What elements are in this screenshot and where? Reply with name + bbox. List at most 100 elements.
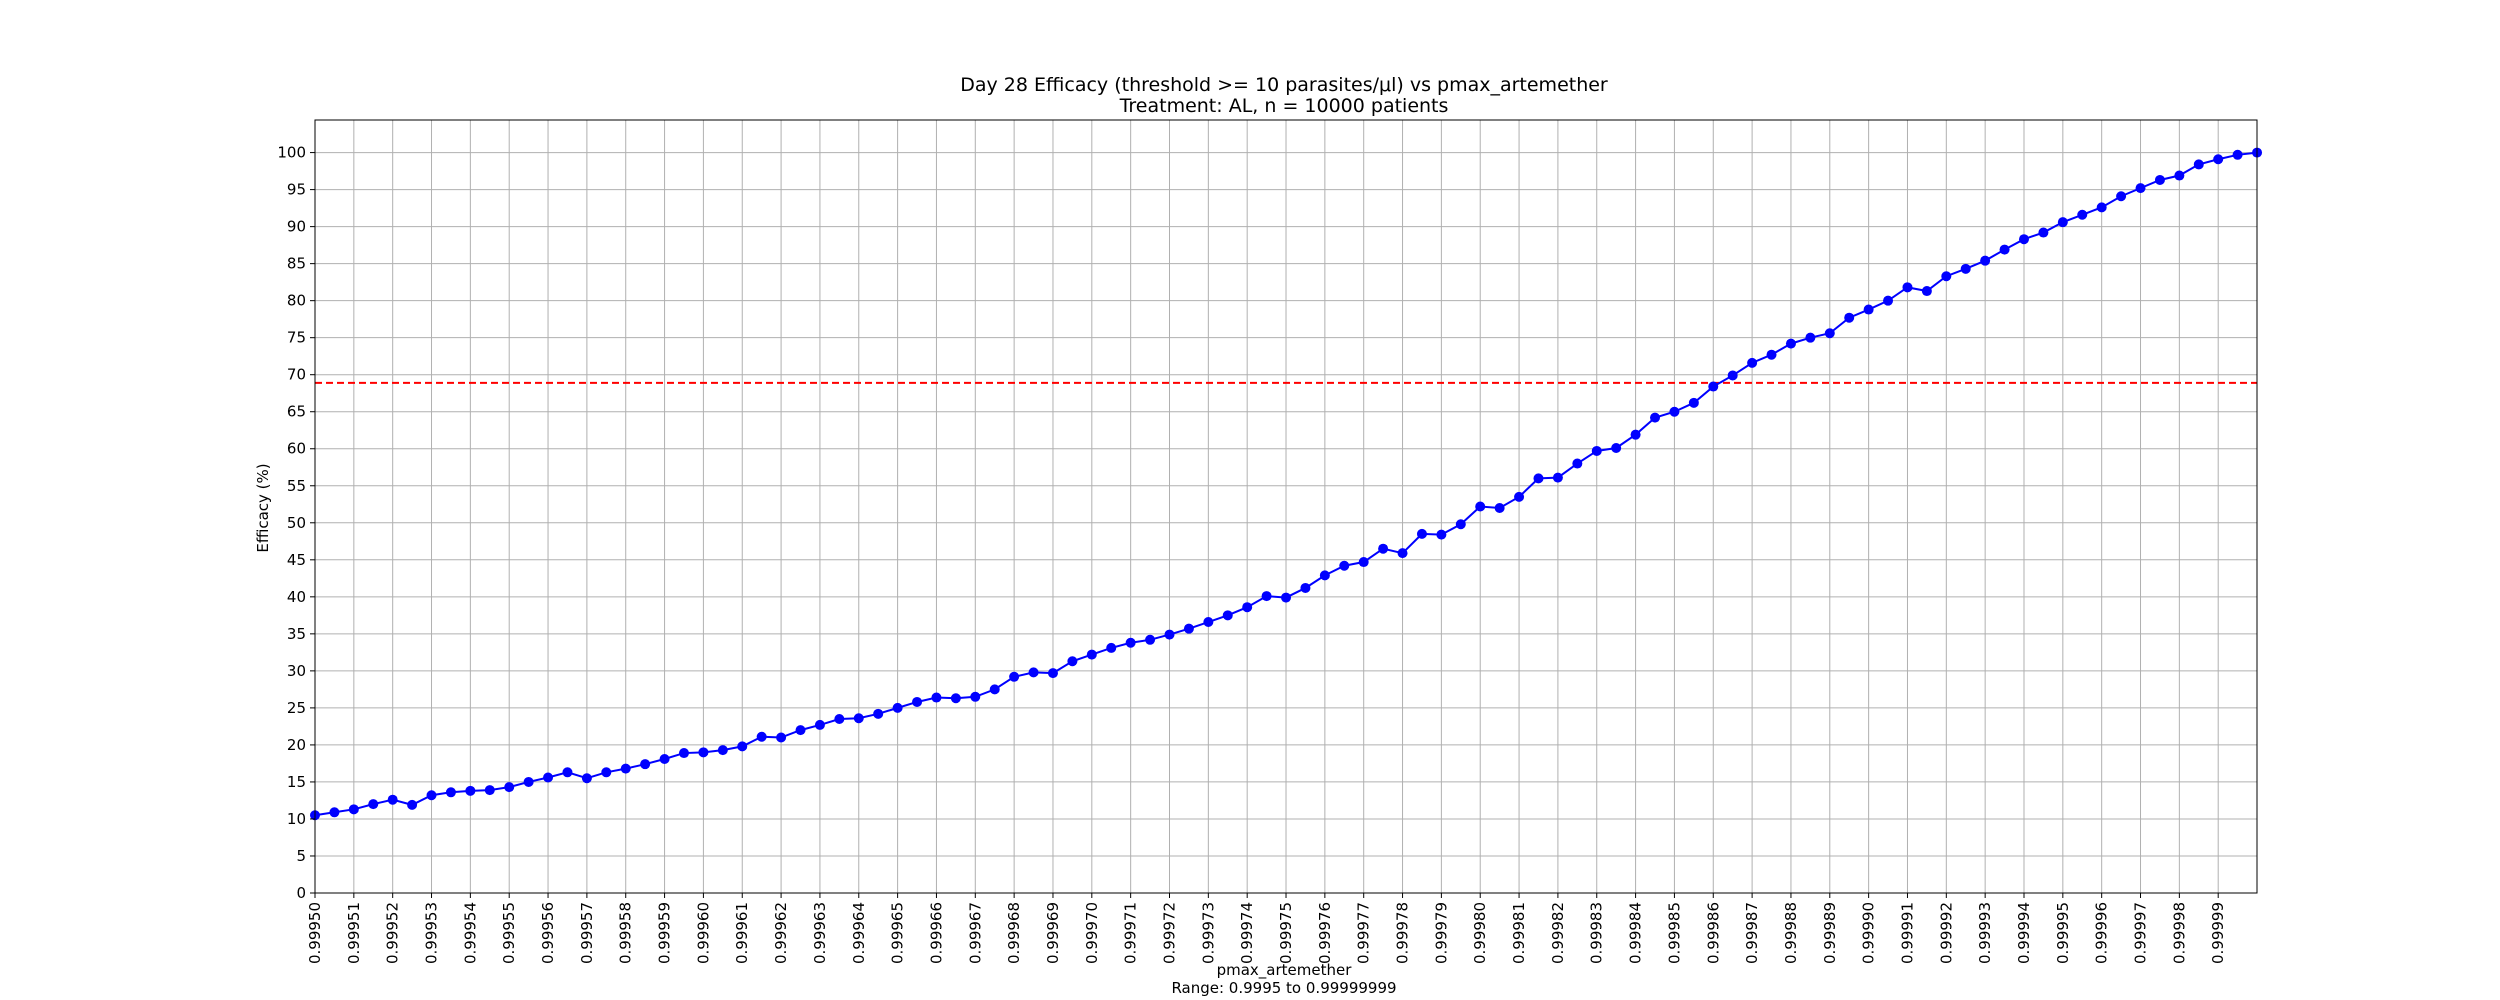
data-point xyxy=(1999,244,2010,255)
data-point xyxy=(1339,560,1350,571)
data-point xyxy=(1086,649,1097,660)
data-point xyxy=(1416,528,1427,539)
y-tick-label: 5 xyxy=(296,847,306,865)
data-point xyxy=(912,696,923,707)
x-tick-label: 0.99963 xyxy=(811,902,829,964)
x-tick-label: 0.99968 xyxy=(1005,902,1023,964)
data-point xyxy=(2116,191,2127,202)
data-point xyxy=(756,731,767,742)
data-point xyxy=(426,790,437,801)
data-point xyxy=(1941,271,1952,282)
data-point xyxy=(1145,634,1156,645)
data-point xyxy=(970,691,981,702)
data-point xyxy=(1047,668,1058,679)
x-tick-label: 0.99952 xyxy=(384,902,402,964)
y-tick-label: 0 xyxy=(296,884,306,902)
chart-subtitle: Treatment: AL, n = 10000 patients xyxy=(1119,95,1449,117)
data-point xyxy=(853,713,864,724)
y-tick-label: 85 xyxy=(287,255,306,273)
x-tick-label: 0.99981 xyxy=(1510,902,1528,964)
x-tick-label: 0.99970 xyxy=(1083,902,1101,964)
x-tick-label: 0.99954 xyxy=(461,902,479,964)
data-point xyxy=(659,753,670,764)
data-point xyxy=(2213,154,2224,165)
data-point xyxy=(1125,637,1136,648)
data-point xyxy=(1727,370,1738,381)
data-point xyxy=(1844,312,1855,323)
x-tick-label: 0.99972 xyxy=(1160,902,1178,964)
x-tick-label: 0.99989 xyxy=(1821,902,1839,964)
x-axis-range-note: Range: 0.9995 to 0.99999999 xyxy=(1171,979,1396,997)
data-point xyxy=(1883,295,1894,306)
data-point xyxy=(1960,263,1971,274)
x-tick-label: 0.99995 xyxy=(2054,902,2072,964)
data-point xyxy=(1591,445,1602,456)
data-point xyxy=(1572,458,1583,469)
y-tick-label: 70 xyxy=(287,366,306,384)
data-point xyxy=(329,807,340,818)
data-point xyxy=(1824,328,1835,339)
x-tick-label: 0.99965 xyxy=(889,902,907,964)
x-tick-label: 0.99994 xyxy=(2015,902,2033,964)
data-point xyxy=(1106,642,1117,653)
x-tick-label: 0.99955 xyxy=(500,902,518,964)
data-point xyxy=(1378,543,1389,554)
data-point xyxy=(2096,202,2107,213)
data-point xyxy=(387,794,398,805)
y-tick-label: 40 xyxy=(287,588,306,606)
data-point xyxy=(2154,174,2165,185)
data-point xyxy=(737,741,748,752)
x-tick-label: 0.99986 xyxy=(1704,902,1722,964)
x-tick-label: 0.99953 xyxy=(423,902,441,964)
y-tick-label: 25 xyxy=(287,699,306,717)
x-tick-label: 0.99974 xyxy=(1238,902,1256,964)
x-axis-label: pmax_artemether xyxy=(1217,961,1353,980)
x-tick-label: 0.99985 xyxy=(1665,902,1683,964)
data-point xyxy=(776,732,787,743)
data-point xyxy=(678,748,689,759)
x-tick-label: 0.99971 xyxy=(1122,902,1140,964)
x-tick-label: 0.99951 xyxy=(345,902,363,964)
data-point xyxy=(834,714,845,724)
data-point xyxy=(1533,473,1544,484)
y-tick-label: 90 xyxy=(287,218,306,236)
data-point xyxy=(1358,557,1369,568)
x-tick-label: 0.99988 xyxy=(1782,902,1800,964)
data-point xyxy=(465,785,476,796)
x-tick-label: 0.99997 xyxy=(2132,902,2150,964)
y-tick-label: 15 xyxy=(287,773,306,791)
data-point xyxy=(1650,412,1661,423)
data-point xyxy=(601,767,612,778)
x-tick-label: 0.99973 xyxy=(1199,902,1217,964)
y-tick-label: 75 xyxy=(287,329,306,347)
data-point xyxy=(698,747,709,758)
x-tick-label: 0.99999 xyxy=(2209,902,2227,964)
data-point xyxy=(1552,472,1563,483)
data-point xyxy=(1164,629,1175,640)
data-point xyxy=(368,799,379,810)
x-axis-ticks: 0.99950 0.99951 0.99952 0.99953 0.99954 0.999… xyxy=(306,893,2227,964)
data-point xyxy=(1805,332,1816,343)
x-tick-label: 0.99961 xyxy=(733,902,751,964)
data-point xyxy=(348,804,359,815)
y-tick-label: 35 xyxy=(287,625,306,643)
data-point xyxy=(620,763,631,774)
data-point xyxy=(1785,338,1796,349)
data-point xyxy=(1669,406,1680,417)
data-point xyxy=(1688,397,1699,408)
data-point xyxy=(1902,282,1913,293)
x-tick-label: 0.99984 xyxy=(1627,902,1645,964)
x-tick-label: 0.99996 xyxy=(2093,902,2111,964)
data-point xyxy=(1766,349,1777,360)
data-point xyxy=(1067,656,1078,667)
data-point xyxy=(581,773,592,784)
data-point xyxy=(950,693,961,704)
x-tick-label: 0.99959 xyxy=(656,902,674,964)
data-point xyxy=(1203,617,1214,628)
data-point xyxy=(543,772,554,783)
y-axis-ticks: 0 5 10 15 20 25 30 35 40 45 50 55 60 65 70 75 80 85 90 95 10… xyxy=(277,144,315,902)
data-point xyxy=(1028,667,1039,678)
x-tick-label: 0.99992 xyxy=(1937,902,1955,964)
